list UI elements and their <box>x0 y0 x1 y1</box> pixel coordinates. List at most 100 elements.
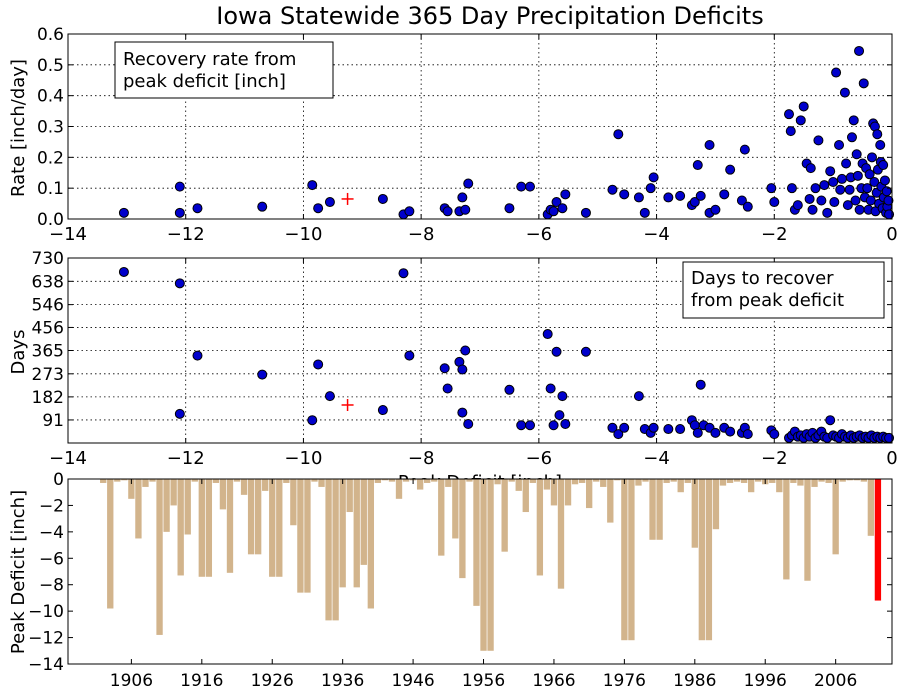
days-point <box>404 350 415 361</box>
rate-point <box>879 175 890 186</box>
rate-point <box>548 206 559 217</box>
rate-point <box>516 181 527 192</box>
deficit-bar <box>198 479 205 577</box>
deficit-ytick-label: −2 <box>39 496 64 516</box>
deficit-bar <box>790 479 797 483</box>
days-xtick-label: −8 <box>408 448 435 469</box>
rate-legend-box <box>114 41 334 99</box>
rate-point <box>850 195 861 206</box>
deficit-bar <box>600 479 607 487</box>
days-point <box>560 418 571 429</box>
rate-point <box>607 184 618 195</box>
rate-point <box>864 169 875 180</box>
deficit-bar <box>177 479 184 576</box>
rate-point <box>786 183 797 194</box>
deficit-bar <box>635 479 642 486</box>
rate-ticks: −14 −12 −10 −8 −6 −4 −2 0 0.0 0.1 0.2 0.3 0.4 0.5 0.6 <box>37 25 898 245</box>
deficit-ytick-label: −12 <box>28 629 64 649</box>
rate-point <box>848 115 859 126</box>
rate-point <box>795 115 806 126</box>
rate-point <box>463 178 474 189</box>
rate-ytick-label: 0.2 <box>37 148 64 168</box>
days-point <box>692 427 703 438</box>
rate-point <box>557 203 568 214</box>
days-point <box>710 427 721 438</box>
days-point <box>118 266 129 277</box>
rate-xtick-label: −8 <box>408 224 435 245</box>
rate-point <box>633 192 644 203</box>
deficit-bar <box>170 479 177 506</box>
deficit-bar <box>233 479 241 482</box>
deficit-bar <box>853 479 860 481</box>
rate-point <box>704 140 715 150</box>
days-point <box>516 420 527 431</box>
deficit-xtick-label: 1986 <box>673 671 716 691</box>
deficit-ytick-label: 0 <box>53 470 64 490</box>
deficit-bar <box>501 479 508 552</box>
deficit-bar <box>290 479 297 526</box>
deficit-bar <box>550 479 558 506</box>
deficit-xtick-label: 1926 <box>251 671 294 691</box>
days-grid <box>68 258 892 443</box>
days-ytick-label: 182 <box>32 388 64 408</box>
deficit-bar <box>578 479 586 483</box>
deficit-bar <box>705 479 713 641</box>
rate-point <box>865 195 876 206</box>
deficit-bar <box>332 479 339 621</box>
rate-ytick-label: 0.6 <box>37 25 64 45</box>
days-legend-text: Days to recover from peak deficit <box>691 268 844 311</box>
deficit-bar <box>811 479 818 487</box>
deficit-bar <box>149 479 156 482</box>
deficit-bar <box>755 479 762 482</box>
deficit-bar <box>219 479 227 510</box>
days-ylabel: Days <box>8 330 29 375</box>
rate-point <box>854 204 865 215</box>
deficit-bar <box>529 479 536 483</box>
deficit-bar <box>656 479 663 540</box>
deficit-xtick-label: 1916 <box>180 671 223 691</box>
rate-point <box>854 45 865 56</box>
rate-point <box>639 207 650 218</box>
days-point <box>725 426 736 437</box>
rate-point <box>769 197 780 208</box>
deficit-ylabel: Peak Deficit [inch] <box>8 490 29 654</box>
deficit-bar <box>205 479 213 577</box>
rate-point <box>580 207 591 218</box>
deficit-bar <box>100 479 107 483</box>
days-point <box>607 422 618 433</box>
rate-point <box>869 177 880 187</box>
rate-point <box>457 192 468 203</box>
deficit-bar <box>381 479 389 481</box>
deficit-bar <box>121 479 128 481</box>
days-xtick-label: −2 <box>761 448 788 469</box>
days-point <box>463 418 474 429</box>
deficit-bar <box>367 479 375 609</box>
deficit-bar <box>107 479 114 609</box>
rate-point <box>866 152 877 163</box>
deficit-bar <box>304 479 311 593</box>
rate-xtick-label: 0 <box>886 224 897 245</box>
deficit-ytick-label: −4 <box>39 523 64 543</box>
rate-point <box>872 129 883 140</box>
rate-point <box>648 172 659 183</box>
days-point <box>457 407 468 418</box>
deficit-bar <box>628 479 635 641</box>
deficit-bar <box>747 479 755 493</box>
days-point <box>442 383 453 394</box>
rate-xtick-label: −10 <box>284 224 322 245</box>
deficit-bar <box>276 479 283 577</box>
rate-point <box>839 87 850 98</box>
days-point <box>439 363 450 374</box>
deficit-bar <box>360 479 367 565</box>
rate-legend-text: Recovery rate from peak deficit [inch] <box>123 49 296 92</box>
rate-point <box>663 192 674 203</box>
days-xtick-label: 0 <box>886 448 897 469</box>
deficit-bar <box>318 479 325 487</box>
days-point <box>557 391 568 402</box>
rate-point <box>841 158 852 169</box>
days-point <box>742 429 753 440</box>
deficit-bar <box>726 479 734 483</box>
rate-ytick-label: 0.1 <box>37 179 64 199</box>
